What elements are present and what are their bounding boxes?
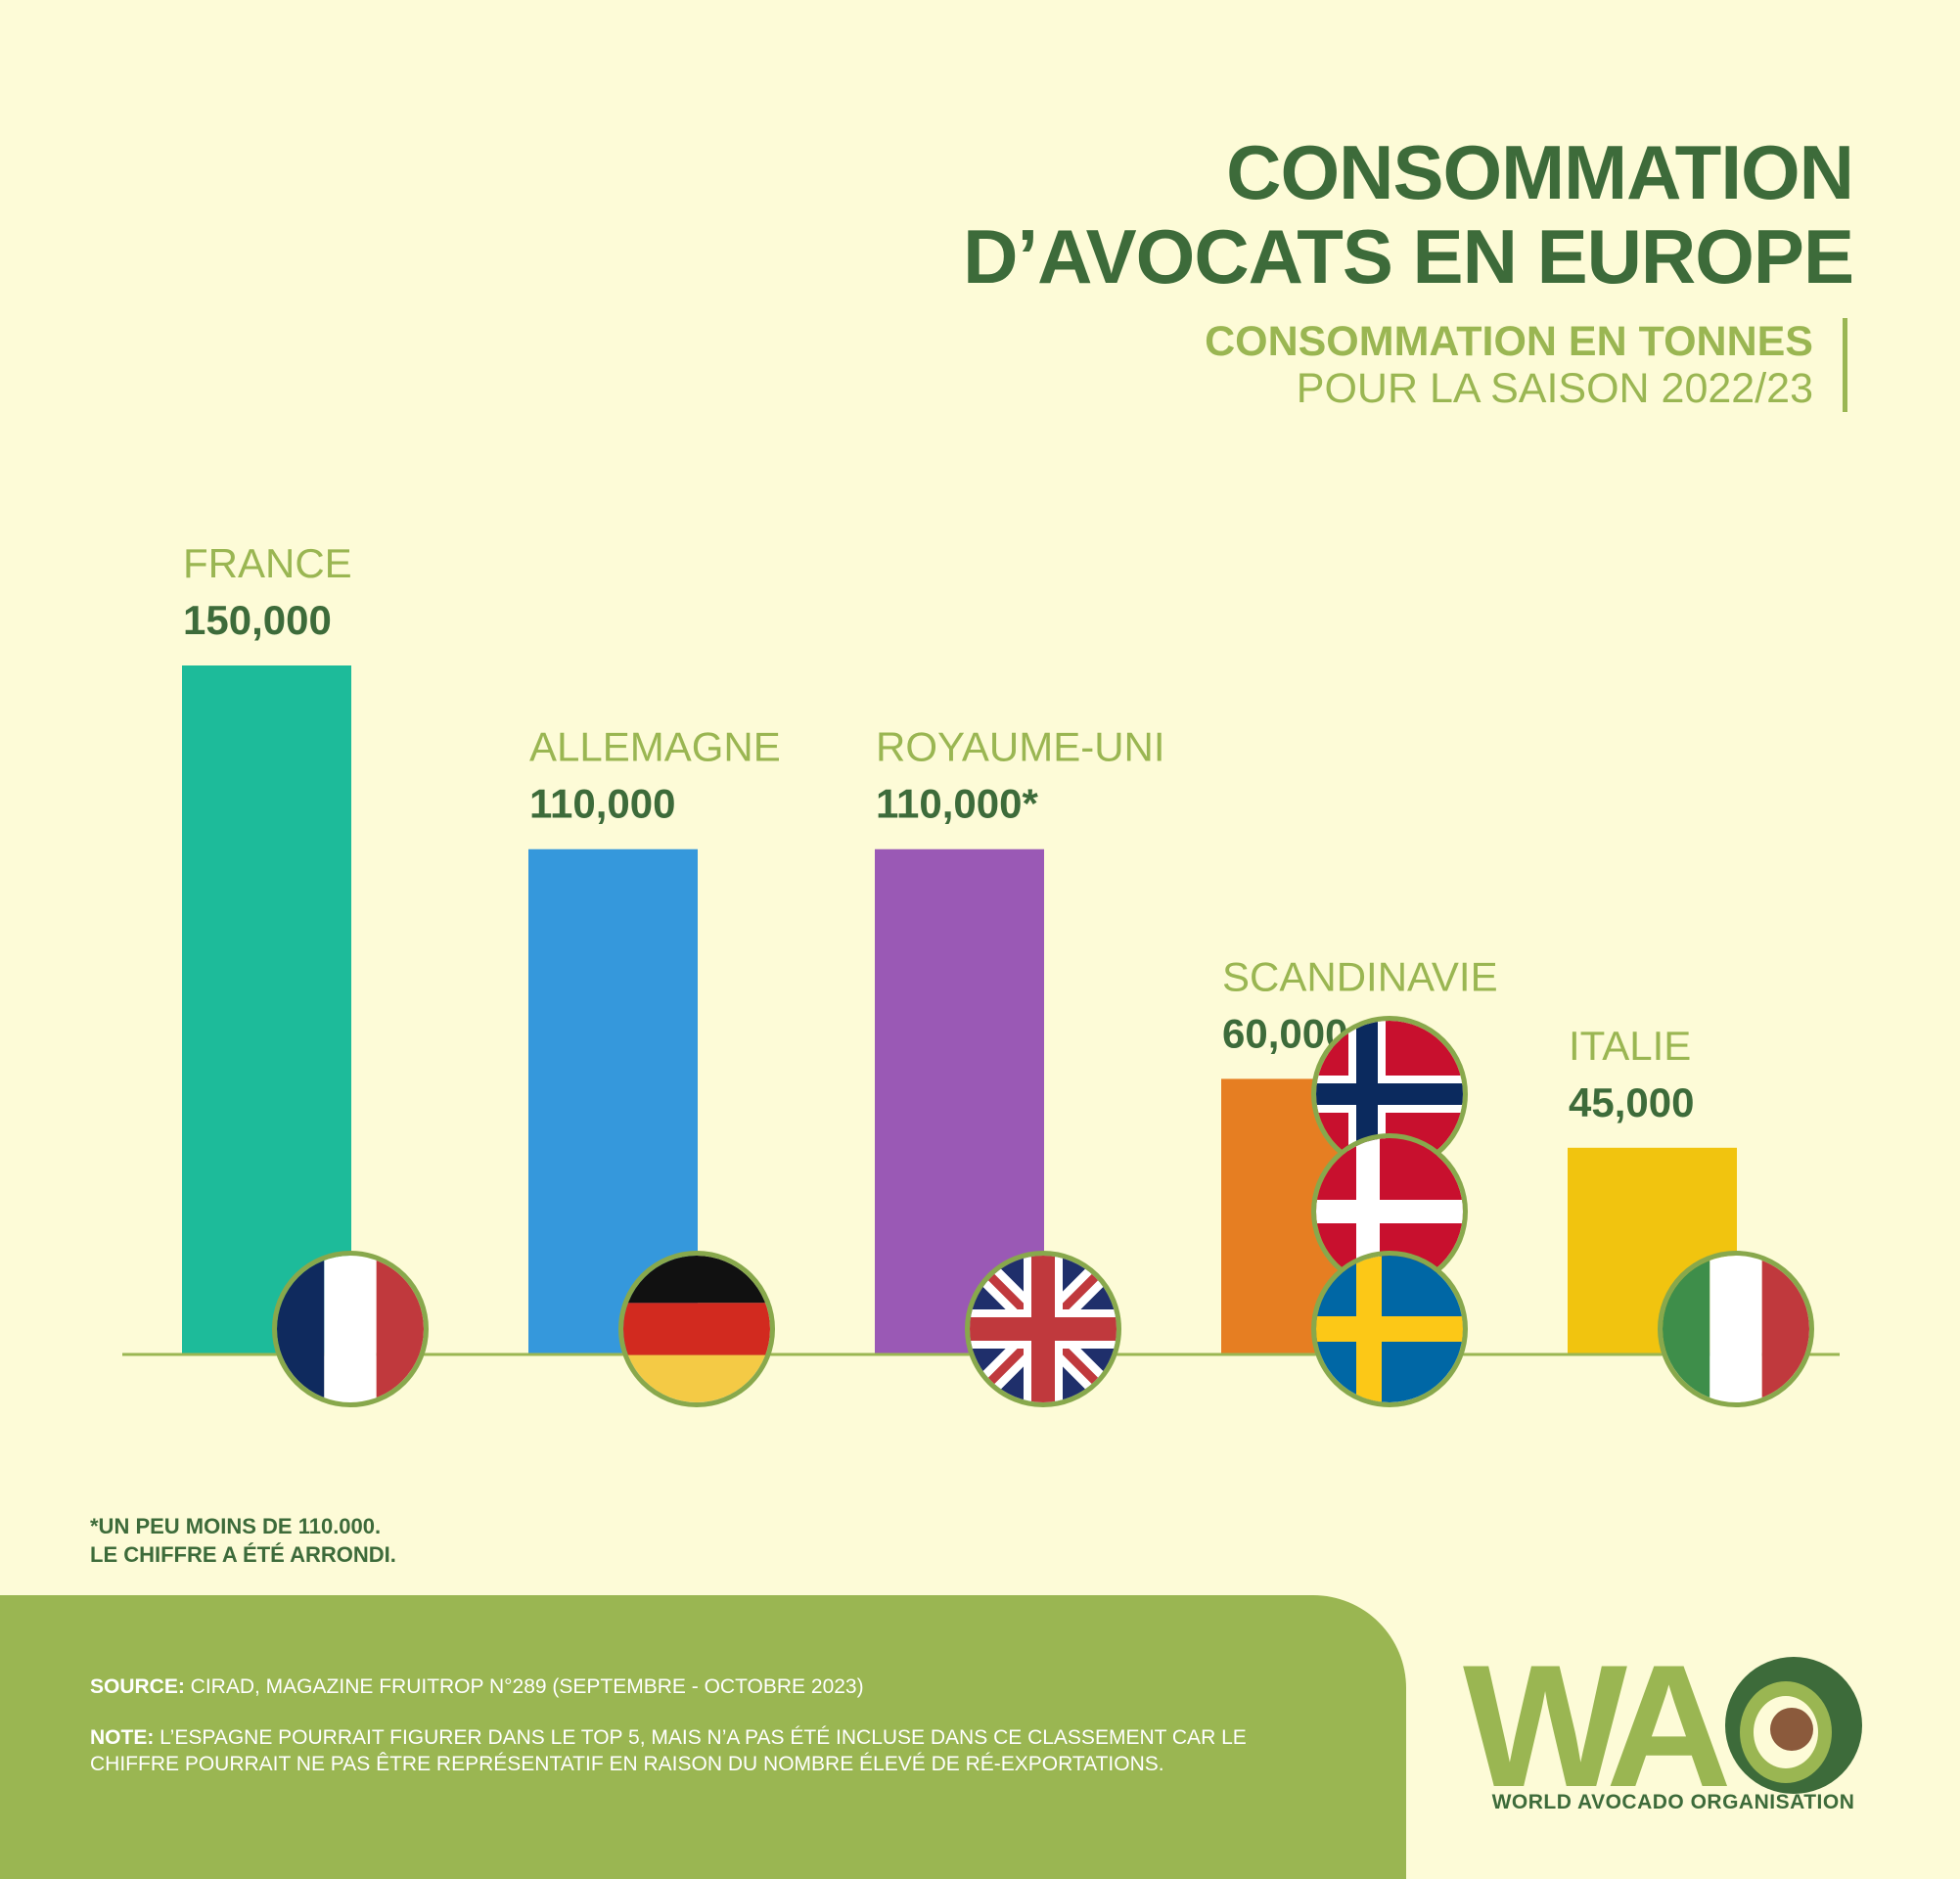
footnote-line-1: *UN PEU MOINS DE 110.000. xyxy=(90,1514,382,1538)
category-label: FRANCE xyxy=(183,540,352,586)
category-label: ITALIE xyxy=(1569,1023,1691,1069)
note-text: NOTE: L’ESPAGNE POURRAIT FIGURER DANS LE… xyxy=(90,1724,1313,1777)
source-label: SOURCE: xyxy=(90,1675,185,1698)
footnote-line-2: LE CHIFFRE A ÉTÉ ARRONDI. xyxy=(90,1542,396,1567)
wao-logo: WA xyxy=(1463,1639,1862,1815)
value-label: 45,000 xyxy=(1569,1079,1694,1125)
category-label: ALLEMAGNE xyxy=(529,724,781,770)
logo-letters: WA xyxy=(1463,1639,1727,1815)
title-line-2: D’AVOCATS EN EUROPE xyxy=(963,213,1854,299)
note-value: L’ESPAGNE POURRAIT FIGURER DANS LE TOP 5… xyxy=(90,1726,1247,1775)
uk-flag xyxy=(965,1251,1121,1407)
france-flag xyxy=(272,1251,429,1407)
italy-flag xyxy=(1658,1251,1814,1407)
footnote: *UN PEU MOINS DE 110.000. LE CHIFFRE A É… xyxy=(90,1512,396,1569)
bar-france xyxy=(182,665,351,1354)
category-label: ROYAUME-UNI xyxy=(876,724,1165,770)
note-label: NOTE: xyxy=(90,1726,155,1749)
title-line-1: CONSOMMATION xyxy=(1226,129,1854,215)
sweden-flag xyxy=(1311,1251,1468,1407)
value-label: 150,000 xyxy=(183,597,332,643)
page-title: CONSOMMATION D’AVOCATS EN EUROPE xyxy=(963,129,1854,299)
category-label: SCANDINAVIE xyxy=(1222,953,1498,999)
value-label: 110,000* xyxy=(876,781,1039,827)
value-label: 110,000 xyxy=(529,781,676,827)
germany-flag xyxy=(618,1251,775,1407)
logo-caption: WORLD AVOCADO ORGANISATION xyxy=(1491,1791,1855,1813)
source-text: SOURCE: CIRAD, MAGAZINE FRUITROP N°289 (… xyxy=(90,1673,864,1700)
subtitle-line-1: CONSOMMATION EN TONNES xyxy=(1205,318,1813,365)
subtitle: CONSOMMATION EN TONNES POUR LA SAISON 20… xyxy=(1205,318,1847,412)
source-value: CIRAD, MAGAZINE FRUITROP N°289 (SEPTEMBR… xyxy=(184,1675,864,1698)
subtitle-line-2: POUR LA SAISON 2022/23 xyxy=(1296,365,1813,412)
footer-panel: SOURCE: CIRAD, MAGAZINE FRUITROP N°289 (… xyxy=(0,1595,1406,1879)
bar-chart: FRANCE 150,000 ALLEMAGNE 110,000 ROYAUME-UNI… xyxy=(122,540,1840,1407)
avocado-icon xyxy=(1725,1657,1862,1794)
